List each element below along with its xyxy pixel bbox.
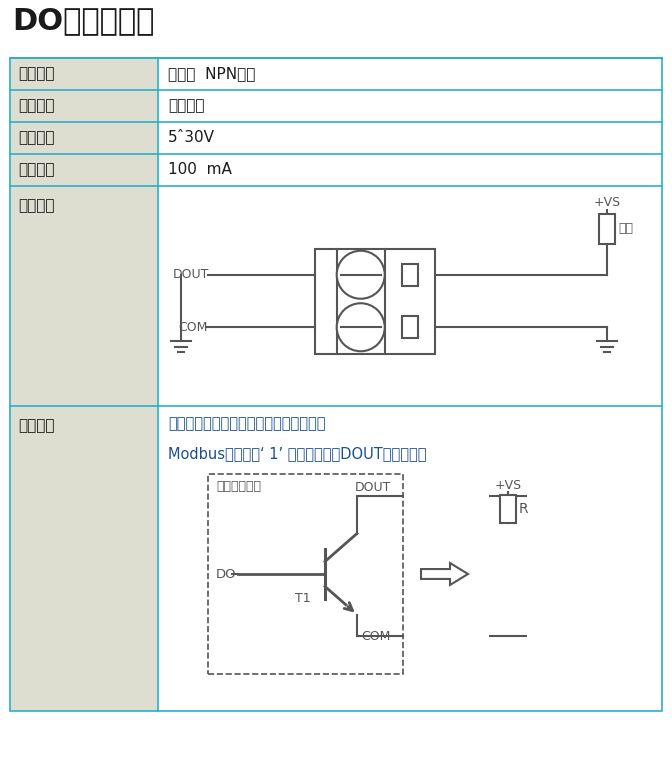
- Text: 负载电压: 负载电压: [18, 131, 54, 145]
- Bar: [10, 154, 158, 186]
- Circle shape: [337, 251, 384, 299]
- Bar: [10, 186, 158, 406]
- Text: DOUT: DOUT: [173, 268, 210, 282]
- Text: COM: COM: [361, 630, 390, 643]
- Text: 等效电路: 等效电路: [18, 418, 54, 433]
- Text: 负载电流: 负载电流: [18, 163, 54, 178]
- Bar: [208, 474, 403, 674]
- Bar: [314, 249, 435, 353]
- Bar: [10, 122, 158, 154]
- FancyArrow shape: [421, 563, 468, 585]
- Text: COM: COM: [178, 321, 208, 334]
- Bar: [402, 316, 418, 339]
- Text: T1: T1: [295, 592, 310, 605]
- Text: 集电极  NPN输出: 集电极 NPN输出: [168, 66, 255, 81]
- Bar: [158, 58, 662, 90]
- Text: 隔离设计: 隔离设计: [18, 99, 54, 113]
- Bar: [402, 264, 418, 285]
- Bar: [158, 154, 662, 186]
- Bar: [10, 58, 662, 711]
- Text: +VS: +VS: [593, 196, 620, 209]
- Bar: [158, 186, 662, 406]
- Circle shape: [337, 303, 384, 351]
- Bar: [10, 90, 158, 122]
- Text: Modbus寄存器置‘ 1’ 晶体管导通，DOUT为低电平；: Modbus寄存器置‘ 1’ 晶体管导通，DOUT为低电平；: [168, 446, 427, 461]
- Text: DOUT: DOUT: [355, 481, 391, 494]
- Text: R: R: [519, 502, 529, 516]
- Text: 内部等效电路: 内部等效电路: [216, 480, 261, 493]
- Bar: [158, 122, 662, 154]
- Text: 负载: 负载: [618, 223, 633, 235]
- Text: 100  mA: 100 mA: [168, 163, 232, 178]
- Text: 输出方式: 输出方式: [18, 66, 54, 81]
- Bar: [158, 90, 662, 122]
- Text: 光耦隔离: 光耦隔离: [168, 99, 204, 113]
- Bar: [10, 406, 158, 711]
- Text: 需要在输出端口连接负载以及上拉电源；: 需要在输出端口连接负载以及上拉电源；: [168, 416, 325, 431]
- Bar: [500, 495, 516, 523]
- Text: 接线方式: 接线方式: [18, 198, 54, 213]
- Bar: [599, 214, 615, 244]
- Text: DO: DO: [216, 568, 237, 580]
- Text: DO晶体管输出: DO晶体管输出: [12, 6, 155, 35]
- Text: +VS: +VS: [495, 479, 521, 492]
- Bar: [10, 58, 158, 90]
- Text: 5ˆ30V: 5ˆ30V: [168, 131, 215, 145]
- Bar: [158, 406, 662, 711]
